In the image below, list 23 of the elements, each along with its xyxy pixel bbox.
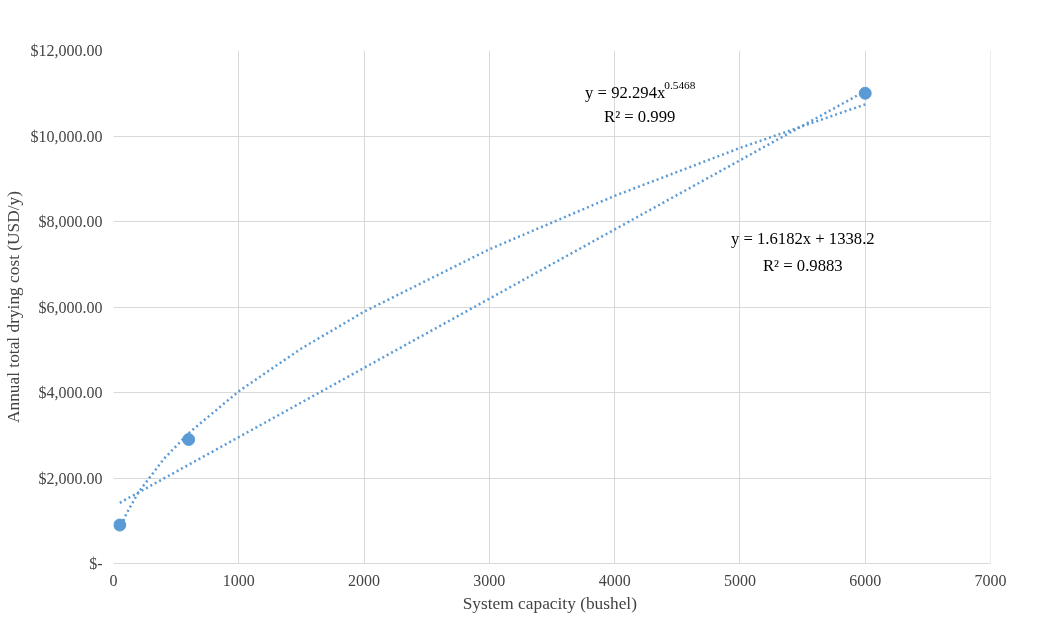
y-tick-label: $4,000.00 [38, 384, 103, 401]
x-tick-label: 4000 [598, 571, 631, 589]
annotation: R² = 0.999 [604, 106, 676, 126]
y-tick-label: $12,000.00 [30, 42, 103, 59]
annotation: y = 1.6182x + 1338.2 [730, 229, 875, 249]
y-tick-label: $10,000.00 [30, 127, 103, 145]
y-axis-title: Annual total drying cost (USD/y) [3, 190, 23, 423]
y-tick-label: $- [89, 555, 103, 572]
x-tick-label: 6000 [849, 571, 882, 589]
x-tick-label: 7000 [974, 571, 1007, 589]
y-tick-label: $2,000.00 [38, 469, 103, 487]
annotation: R² = 0.9883 [763, 255, 843, 275]
point [113, 518, 127, 532]
y-tick-label: $6,000.00 [38, 298, 103, 316]
x-axis-title: System capacity (bushel) [462, 593, 638, 613]
x-tick-label: 2000 [348, 571, 381, 589]
point [182, 433, 196, 447]
x-tick-label: 5000 [723, 571, 756, 589]
x-tick-label: 3000 [473, 571, 506, 589]
y-tick-label: $8,000.00 [38, 213, 103, 230]
x-tick-label: 1000 [222, 571, 255, 589]
x-tick-label: 0 [109, 571, 118, 589]
point [858, 86, 872, 100]
